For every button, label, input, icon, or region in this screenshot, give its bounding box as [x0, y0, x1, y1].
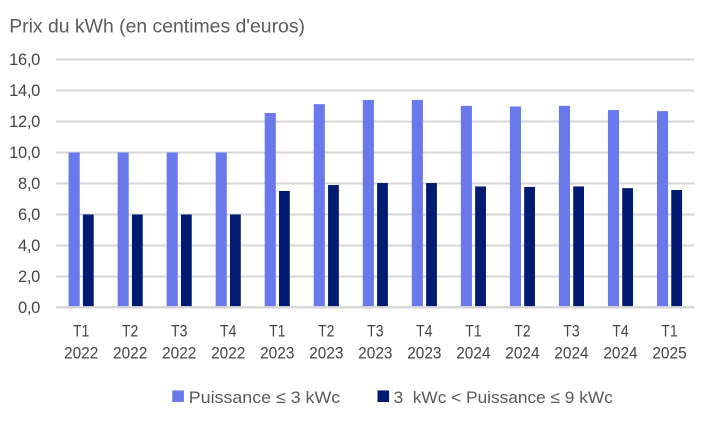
svg-text:T1: T1	[73, 322, 89, 340]
svg-text:2024: 2024	[456, 344, 490, 362]
svg-text:2024: 2024	[554, 344, 588, 362]
svg-text:T3: T3	[171, 322, 187, 340]
svg-text:T2: T2	[514, 322, 530, 340]
svg-text:T4: T4	[612, 322, 628, 340]
svg-text:T4: T4	[416, 322, 432, 340]
svg-text:16,0: 16,0	[9, 51, 40, 69]
svg-text:2023: 2023	[309, 344, 343, 362]
svg-text:0,0: 0,0	[18, 299, 40, 317]
svg-text:2023: 2023	[358, 344, 392, 362]
svg-text:T2: T2	[318, 322, 334, 340]
svg-text:10,0: 10,0	[9, 144, 40, 162]
svg-text:T1: T1	[269, 322, 285, 340]
svg-text:T1: T1	[661, 322, 677, 340]
svg-text:2023: 2023	[260, 344, 294, 362]
svg-text:4,0: 4,0	[18, 237, 40, 255]
svg-text:T1: T1	[465, 322, 481, 340]
svg-text:Prix du kWh (en centimes d'eur: Prix du kWh (en centimes d'euros)	[9, 16, 305, 38]
svg-text:12,0: 12,0	[9, 113, 40, 131]
svg-text:T4: T4	[220, 322, 236, 340]
svg-text:2022: 2022	[211, 344, 245, 362]
svg-text:2025: 2025	[652, 344, 686, 362]
svg-text:T3: T3	[367, 322, 383, 340]
svg-text:2024: 2024	[505, 344, 539, 362]
svg-text:2,0: 2,0	[18, 268, 40, 286]
svg-text:2022: 2022	[162, 344, 196, 362]
svg-text:3 kWc < Puissance ≤ 9 kWc: 3 kWc < Puissance ≤ 9 kWc	[394, 388, 614, 407]
svg-text:14,0: 14,0	[9, 82, 40, 100]
svg-text:2022: 2022	[113, 344, 147, 362]
svg-text:2023: 2023	[407, 344, 441, 362]
svg-text:Puissance ≤ 3 kWc: Puissance ≤ 3 kWc	[189, 388, 341, 407]
svg-text:2022: 2022	[64, 344, 98, 362]
svg-text:T2: T2	[122, 322, 138, 340]
svg-text:2024: 2024	[603, 344, 637, 362]
svg-text:T3: T3	[563, 322, 579, 340]
svg-text:6,0: 6,0	[18, 206, 40, 224]
svg-text:8,0: 8,0	[18, 175, 40, 193]
